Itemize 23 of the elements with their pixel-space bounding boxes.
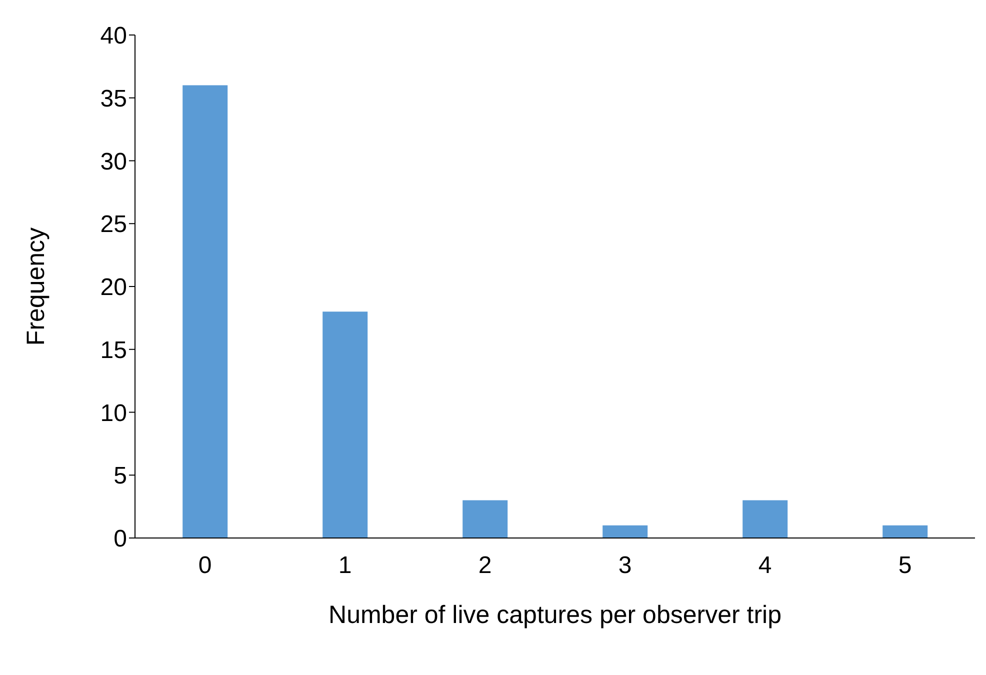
- bar: [182, 85, 228, 538]
- x-axis-title: Number of live captures per observer trip: [328, 601, 782, 629]
- y-tick-label: 10: [100, 400, 127, 427]
- bar: [462, 500, 508, 538]
- bar: [322, 312, 368, 538]
- x-tick-label: 0: [198, 552, 212, 580]
- y-tick-label: 15: [100, 336, 127, 364]
- bar: [882, 525, 928, 538]
- x-tick-label: 3: [618, 552, 632, 580]
- x-tick-label: 2: [478, 552, 492, 580]
- y-tick-label: 40: [100, 22, 127, 50]
- y-tick-label: 5: [114, 462, 127, 490]
- y-axis-title: Frequency: [22, 226, 50, 346]
- y-tick-label: 20: [100, 274, 127, 302]
- bar: [602, 525, 648, 538]
- y-tick-label: 0: [114, 526, 127, 553]
- y-tick-label: 25: [100, 211, 127, 238]
- x-tick-label: 5: [898, 552, 912, 580]
- x-tick-label: 4: [758, 552, 772, 580]
- y-tick-label: 30: [100, 148, 127, 176]
- y-tick-label: 35: [100, 85, 127, 112]
- x-tick-label: 1: [338, 552, 352, 580]
- bar: [742, 500, 788, 538]
